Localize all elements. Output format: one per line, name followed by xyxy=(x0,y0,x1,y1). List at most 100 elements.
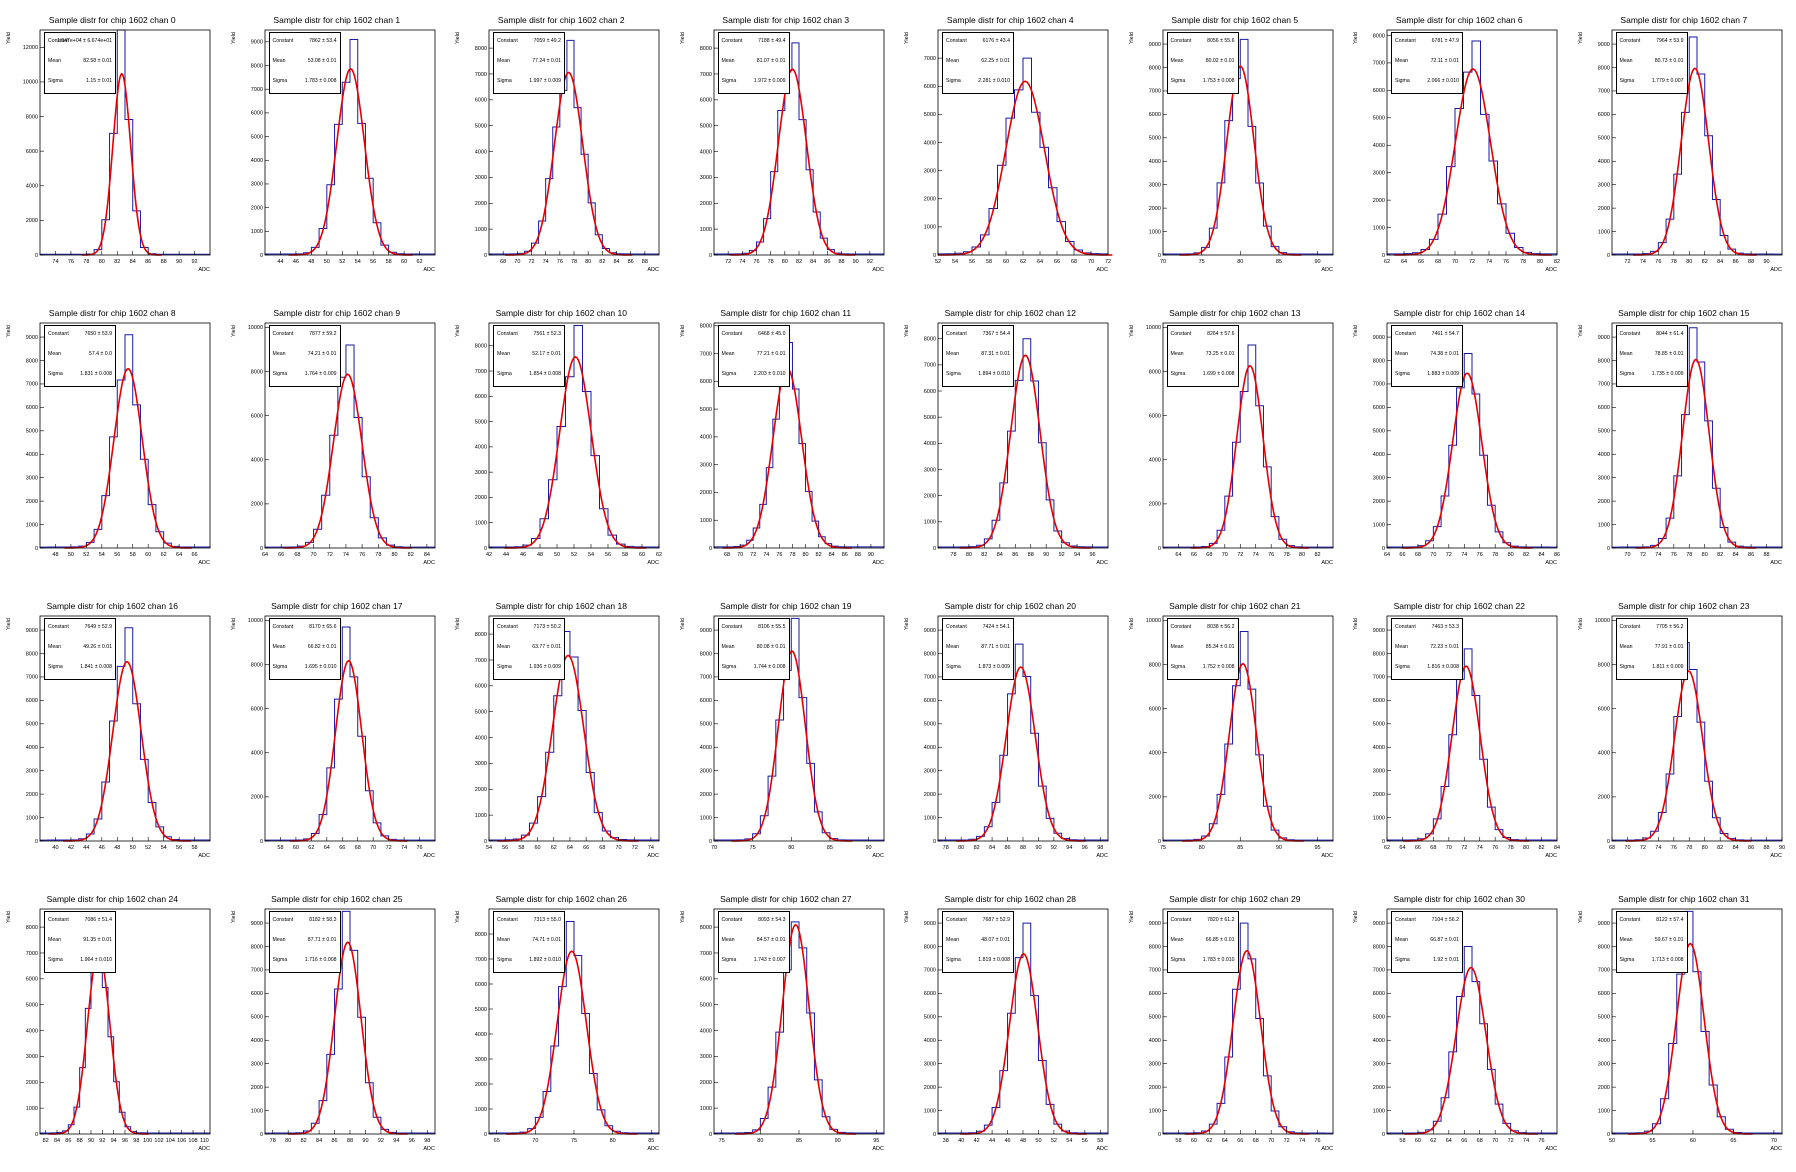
histogram-plot: 0 1000 2000 3000 4000 5000 6000 7000 8000 65 70 75 8… xyxy=(455,908,660,1152)
x-tick-label: 52 xyxy=(145,845,151,851)
fit-stat-row: Sigma 1.15 ± 0.01 xyxy=(48,78,112,87)
y-tick-label: 2000 xyxy=(699,1080,711,1086)
y-tick-label: 3000 xyxy=(1597,182,1609,188)
x-tick-label: 38 xyxy=(943,1138,949,1144)
y-axis-label: Yield xyxy=(1353,325,1359,337)
fit-stat-label: Constant xyxy=(946,624,967,630)
x-tick-label: 80 xyxy=(1701,552,1707,558)
fit-stat-label: Mean xyxy=(721,644,735,650)
y-tick-label: 5000 xyxy=(1148,136,1160,142)
panel-title: Sample distr for chip 1602 chan 19 xyxy=(720,601,852,611)
y-tick-label: 7000 xyxy=(924,363,936,369)
y-tick-label: 6000 xyxy=(699,379,711,385)
fit-stat-value: 74.21 ± 0.01 xyxy=(307,351,337,357)
x-axis-label: ADC xyxy=(1096,267,1108,273)
y-tick-label: 9000 xyxy=(1597,42,1609,48)
x-tick-label: 62 xyxy=(1384,259,1390,265)
panel-title: Sample distr for chip 1602 chan 6 xyxy=(1395,15,1523,25)
fit-stats-box: Constant 8044 ± 61.4 Mean 78.85 ± 0.01 Sigma… xyxy=(1615,325,1688,387)
fit-stat-value: 1.779 ± 0.007 xyxy=(1651,78,1684,84)
x-tick-label: 94 xyxy=(1066,845,1072,851)
x-tick-label: 90 xyxy=(1314,259,1320,265)
x-tick-label: 96 xyxy=(408,1138,414,1144)
x-tick-label: 72 xyxy=(750,552,756,558)
y-tick-label: 1000 xyxy=(699,227,711,233)
fit-stat-label: Constant xyxy=(1619,624,1641,630)
x-tick-label: 66 xyxy=(191,552,197,558)
x-tick-label: 54 xyxy=(354,259,360,265)
y-tick-label: 0 xyxy=(35,253,38,259)
fit-stat-value: 1.831 ± 0.008 xyxy=(80,371,112,377)
fit-stat-row: Sigma 1.816 ± 0.008 xyxy=(1395,664,1459,673)
y-tick-label: 0 xyxy=(259,1132,262,1138)
fit-stats-box: Constant 7367 ± 54.4 Mean 87.31 ± 0.01 Sigma… xyxy=(942,325,1014,387)
fit-stat-label: Constant xyxy=(1170,624,1192,630)
fit-stat-row: Sigma 1.783 ± 0.008 xyxy=(273,78,337,87)
x-tick-label: 85 xyxy=(826,845,832,851)
fit-stat-label: Mean xyxy=(48,937,61,943)
histogram-panel: 0 1000 2000 3000 4000 5000 6000 7000 8000 9000 70 7… xyxy=(674,586,899,879)
y-tick-label: 2000 xyxy=(1597,499,1609,505)
x-tick-label: 90 xyxy=(1043,552,1049,558)
y-tick-label: 9000 xyxy=(250,40,262,46)
histogram-panel: 0 1000 2000 3000 4000 5000 6000 7000 8000 9000 58 6… xyxy=(1123,879,1348,1172)
y-tick-label: 4000 xyxy=(1148,458,1160,464)
fit-stat-row: Sigma 1.764 ± 0.009 xyxy=(273,371,337,380)
x-tick-label: 84 xyxy=(828,552,834,558)
x-tick-label: 70 xyxy=(737,552,743,558)
y-tick-label: 2000 xyxy=(26,792,38,798)
fit-stat-row: Mean 81.07 ± 0.01 xyxy=(722,58,786,67)
fit-stat-row: Sigma 1.735 ± 0.009 xyxy=(1620,371,1684,380)
histogram-plot: 0 1000 2000 3000 4000 5000 6000 7000 8000 9000 70 7… xyxy=(680,615,884,859)
fit-stats-box: Constant 7188 ± 49.4 Mean 81.07 ± 0.01 Sigma… xyxy=(717,32,790,94)
y-tick-label: 5000 xyxy=(250,134,262,140)
panel-title: Sample distr for chip 1602 chan 21 xyxy=(1169,601,1301,611)
x-tick-label: 88 xyxy=(1748,259,1754,265)
y-tick-label: 0 xyxy=(1606,1132,1609,1138)
fit-stat-label: Sigma xyxy=(497,78,512,84)
y-tick-label: 6000 xyxy=(1148,413,1160,419)
x-tick-label: 92 xyxy=(377,1138,383,1144)
y-axis-label: Yield xyxy=(231,325,237,337)
x-tick-label: 68 xyxy=(1252,1138,1258,1144)
histogram-plot: 0 1000 2000 3000 4000 5000 6000 7000 8000 9000 62 6… xyxy=(1353,615,1560,859)
x-tick-label: 78 xyxy=(1508,845,1514,851)
x-axis-label: ADC xyxy=(1096,853,1108,859)
x-tick-label: 72 xyxy=(1639,552,1645,558)
fit-stat-label: Mean xyxy=(1170,937,1184,943)
y-tick-label: 3000 xyxy=(475,1057,487,1063)
plot-frame xyxy=(1386,615,1558,842)
x-tick-label: 68 xyxy=(1415,552,1421,558)
x-tick-label: 78 xyxy=(1686,845,1692,851)
x-tick-label: 92 xyxy=(99,1138,105,1144)
fit-stat-row: Mean 66.87 ± 0.01 xyxy=(1395,937,1459,946)
fit-stat-row: Constant 8182 ± 58.3 xyxy=(273,917,337,926)
y-tick-label: 7000 xyxy=(1373,61,1385,67)
fit-stat-value: 87.71 ± 0.01 xyxy=(307,937,337,943)
y-tick-label: 5000 xyxy=(1597,1015,1609,1021)
x-tick-label: 88 xyxy=(838,259,844,265)
x-axis-label: ADC xyxy=(1321,267,1333,273)
x-tick-label: 72 xyxy=(1105,259,1111,265)
x-tick-label: 46 xyxy=(520,552,526,558)
histogram-panel: 0 1000 2000 3000 4000 5000 6000 7000 8000 78 80 82 8… xyxy=(898,293,1123,586)
histogram-panel: 0 1000 2000 3000 4000 5000 6000 7000 8000 9000 78 8… xyxy=(225,879,450,1172)
fit-stat-row: Constant 7424 ± 54.1 xyxy=(946,624,1010,633)
y-tick-label: 0 xyxy=(1606,839,1609,845)
x-tick-label: 80 xyxy=(1198,845,1204,851)
x-axis-label: ADC xyxy=(198,1146,210,1152)
y-tick-label: 5000 xyxy=(1373,722,1385,728)
fit-stat-value: 62.25 ± 0.01 xyxy=(981,58,1010,64)
x-tick-label: 84 xyxy=(130,259,136,265)
x-tick-label: 86 xyxy=(331,1138,337,1144)
y-tick-label: 10000 xyxy=(247,325,262,331)
x-tick-label: 74 xyxy=(52,259,58,265)
histogram-plot: 0 1000 2000 3000 4000 5000 6000 7000 8000 82 84 86 8… xyxy=(6,908,211,1152)
x-tick-label: 55 xyxy=(1649,1138,1655,1144)
y-tick-label: 0 xyxy=(259,253,262,259)
gaussian-fit-curve xyxy=(734,923,856,1135)
y-tick-label: 7000 xyxy=(924,675,936,681)
y-tick-label: 4000 xyxy=(250,458,262,464)
x-tick-label: 84 xyxy=(54,1138,60,1144)
x-tick-label: 70 xyxy=(1624,845,1630,851)
